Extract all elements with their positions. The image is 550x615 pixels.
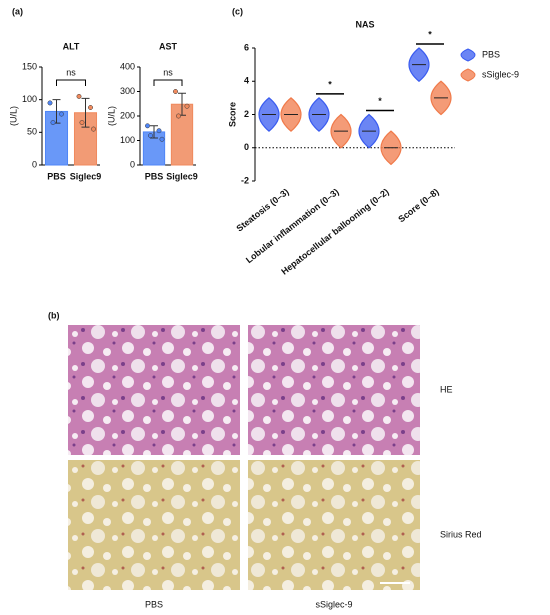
data-point bbox=[148, 133, 153, 139]
legend-swatch bbox=[460, 68, 476, 82]
y-axis-label: (U/L) bbox=[8, 106, 18, 126]
x-tick-label: PBS bbox=[145, 171, 164, 181]
x-tick-label: Lobular inflammation (0–3) bbox=[244, 187, 341, 266]
micrograph bbox=[68, 460, 240, 590]
y-tick-label: 0 bbox=[244, 142, 249, 152]
chart-title: NAS bbox=[355, 19, 374, 29]
y-axis-label: Score bbox=[227, 102, 237, 127]
data-point bbox=[50, 120, 56, 125]
y-tick-label: 0 bbox=[130, 159, 135, 169]
data-point bbox=[159, 136, 165, 142]
y-tick-label: 200 bbox=[120, 110, 135, 120]
y-tick-label: 2 bbox=[244, 109, 249, 119]
x-tick-label: Score (0–8) bbox=[396, 187, 440, 225]
data-point bbox=[173, 89, 178, 94]
data-point bbox=[47, 100, 53, 106]
error-bar bbox=[81, 97, 90, 128]
micrograph bbox=[248, 325, 420, 455]
panel-label: (c) bbox=[232, 6, 243, 16]
chart-title: AST bbox=[159, 41, 178, 51]
x-tick-label: Siglec9 bbox=[70, 171, 102, 181]
significance-label: * bbox=[328, 79, 332, 89]
micrograph bbox=[248, 460, 420, 590]
data-point bbox=[156, 128, 162, 134]
panel-label: (b) bbox=[48, 310, 60, 320]
x-tick-label: Siglec9 bbox=[166, 171, 198, 181]
legend-label: sSiglec-9 bbox=[482, 69, 519, 79]
chart-title: ALT bbox=[63, 41, 80, 51]
y-tick-label: 400 bbox=[120, 61, 135, 71]
x-tick-label: Hepatocellular ballooning (0–2) bbox=[279, 187, 390, 277]
panel-label: (a) bbox=[12, 6, 23, 16]
x-tick-label: PBS bbox=[47, 171, 66, 181]
legend-label: PBS bbox=[482, 49, 500, 59]
row-label: HE bbox=[440, 384, 453, 394]
row-label: Sirius Red bbox=[440, 529, 482, 539]
significance-bracket bbox=[153, 79, 183, 86]
data-point bbox=[91, 126, 96, 132]
significance-label: * bbox=[378, 96, 382, 106]
data-point bbox=[176, 113, 181, 119]
y-tick-label: 100 bbox=[120, 135, 135, 145]
data-point bbox=[88, 105, 93, 110]
data-point bbox=[59, 111, 64, 117]
data-point bbox=[79, 120, 85, 125]
y-tick-label: 4 bbox=[244, 76, 249, 86]
error-bar bbox=[150, 125, 158, 139]
y-tick-label: 0 bbox=[32, 159, 37, 169]
y-tick-label: -2 bbox=[241, 175, 249, 185]
data-point bbox=[76, 93, 82, 99]
significance-bracket bbox=[56, 79, 86, 86]
significance-label: * bbox=[428, 29, 432, 39]
y-tick-label: 300 bbox=[120, 86, 135, 96]
significance-label: ns bbox=[66, 67, 76, 77]
micrograph bbox=[68, 325, 240, 455]
y-tick-label: 100 bbox=[22, 94, 37, 104]
column-label: PBS bbox=[145, 599, 163, 609]
data-point bbox=[184, 103, 190, 109]
y-tick-label: 150 bbox=[22, 61, 37, 71]
y-tick-label: 50 bbox=[27, 127, 37, 137]
significance-label: ns bbox=[163, 67, 173, 77]
legend-swatch bbox=[460, 48, 476, 62]
y-axis-label: (U/L) bbox=[106, 106, 116, 126]
y-tick-label: 6 bbox=[244, 42, 249, 52]
column-label: sSiglec-9 bbox=[315, 599, 352, 609]
data-point bbox=[145, 123, 150, 129]
